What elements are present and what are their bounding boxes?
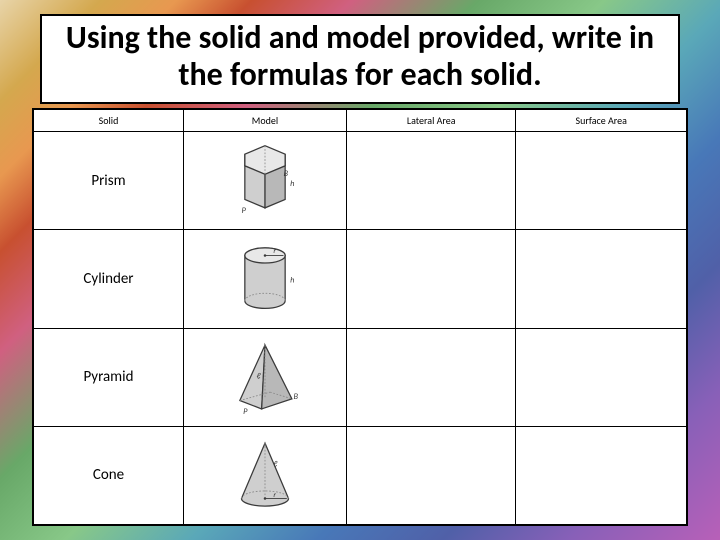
svg-text:h: h <box>290 179 294 189</box>
surface-cell <box>516 329 686 426</box>
header-solid: Solid <box>34 110 184 131</box>
prism-icon: h B P <box>221 139 309 223</box>
solid-name: Prism <box>91 172 125 190</box>
header-model: Model <box>184 110 347 131</box>
table-header-row: Solid Model Lateral Area Surface Area <box>34 110 686 132</box>
header-surface: Surface Area <box>516 110 686 131</box>
svg-text:h: h <box>290 275 294 285</box>
cylinder-icon: r h <box>221 237 309 321</box>
solid-name-cell: Prism <box>34 132 184 229</box>
solid-name-cell: Pyramid <box>34 329 184 426</box>
surface-cell <box>516 132 686 229</box>
table-row: Pyramid ℓ B P <box>34 329 686 427</box>
lateral-cell <box>347 230 517 327</box>
solid-name: Cylinder <box>83 270 133 288</box>
header-lateral: Lateral Area <box>347 110 517 131</box>
cone-icon: ℓ r <box>221 433 309 517</box>
table-row: Cylinder r h <box>34 230 686 328</box>
title-box: Using the solid and model provided, writ… <box>40 14 680 104</box>
model-cell: h B P <box>184 132 347 229</box>
svg-text:B: B <box>283 169 288 179</box>
svg-text:ℓ: ℓ <box>273 460 278 470</box>
formulas-table: Solid Model Lateral Area Surface Area Pr… <box>32 108 688 526</box>
table-row: Cone ℓ r <box>34 427 686 524</box>
table-row: Prism h B P <box>34 132 686 230</box>
surface-cell <box>516 427 686 524</box>
model-cell: ℓ B P <box>184 329 347 426</box>
svg-text:r: r <box>273 247 276 256</box>
slide: Using the solid and model provided, writ… <box>0 0 720 540</box>
svg-text:B: B <box>294 392 299 402</box>
solid-name-cell: Cylinder <box>34 230 184 327</box>
solid-name-cell: Cone <box>34 427 184 524</box>
solid-name: Cone <box>93 466 124 484</box>
model-cell: r h <box>184 230 347 327</box>
lateral-cell <box>347 329 517 426</box>
svg-text:r: r <box>273 491 276 500</box>
page-title: Using the solid and model provided, writ… <box>54 20 666 94</box>
model-cell: ℓ r <box>184 427 347 524</box>
pyramid-icon: ℓ B P <box>221 335 309 419</box>
svg-text:P: P <box>243 407 248 417</box>
svg-text:P: P <box>241 206 246 216</box>
solid-name: Pyramid <box>83 368 133 386</box>
lateral-cell <box>347 132 517 229</box>
surface-cell <box>516 230 686 327</box>
lateral-cell <box>347 427 517 524</box>
